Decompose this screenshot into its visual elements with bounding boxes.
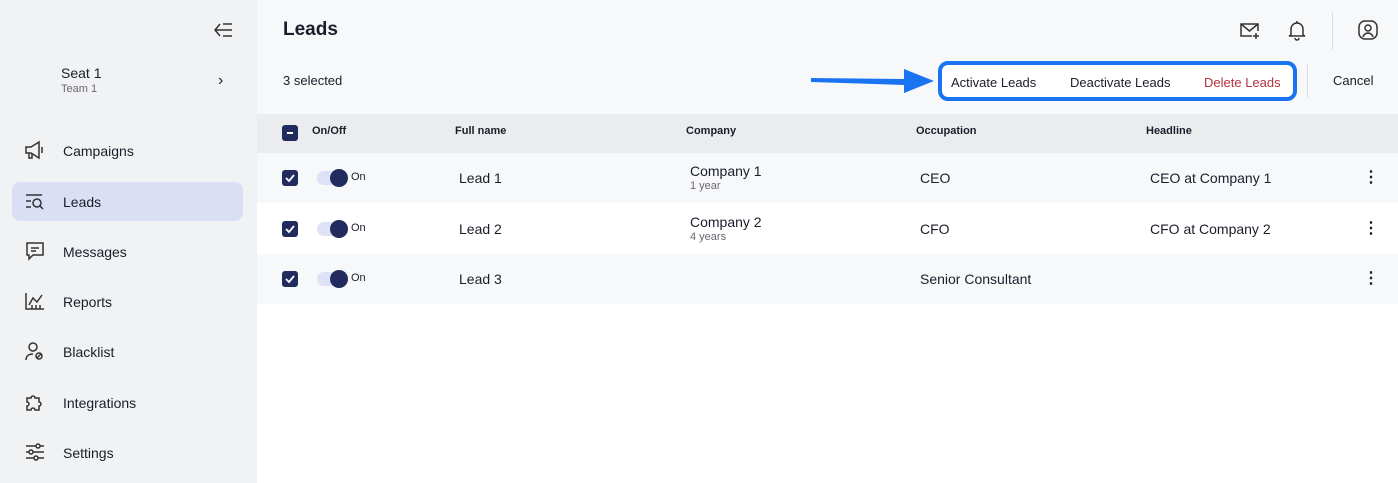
table-row[interactable]: On Lead 1 Company 1 1 year CEO CEO at Co…: [257, 153, 1398, 203]
chart-icon: [25, 293, 44, 310]
sidebar-item-messages[interactable]: Messages: [12, 232, 243, 271]
divider: [1332, 12, 1333, 50]
company-tenure: 4 years: [690, 231, 727, 243]
status-label: On: [351, 171, 366, 183]
seat-selector[interactable]: Seat 1 Team 1: [61, 65, 101, 95]
chevron-right-icon[interactable]: ›: [218, 72, 224, 89]
team-name: Team 1: [61, 83, 98, 95]
sidebar-item-blacklist[interactable]: Blacklist: [12, 332, 243, 371]
seat-name: Seat 1: [61, 65, 102, 81]
headline: CFO at Company 2: [1150, 221, 1271, 237]
row-checkbox[interactable]: [282, 221, 298, 237]
sidebar-item-label: Settings: [63, 444, 114, 461]
divider: [1307, 64, 1308, 98]
page-title: Leads: [283, 19, 338, 40]
sidebar-item-settings[interactable]: Settings: [12, 433, 243, 472]
sidebar-item-label: Integrations: [63, 394, 137, 411]
bulk-actions-group: Activate Leads Deactivate Leads Delete L…: [938, 61, 1297, 101]
mail-plus-icon[interactable]: [1239, 21, 1261, 46]
delete-leads-button[interactable]: Delete Leads: [1204, 75, 1281, 90]
sidebar-item-label: Blacklist: [63, 343, 115, 360]
selected-count: 3 selected: [283, 73, 343, 88]
puzzle-icon: [26, 395, 42, 411]
bell-icon[interactable]: [1287, 20, 1307, 46]
sidebar: Seat 1 Team 1 › Campaigns Leads Messages…: [0, 0, 257, 483]
leads-search-icon: [26, 194, 44, 210]
deactivate-leads-button[interactable]: Deactivate Leads: [1070, 75, 1171, 90]
sidebar-item-campaigns[interactable]: Campaigns: [12, 131, 243, 170]
more-options-icon[interactable]: ⋮: [1363, 220, 1379, 237]
status-label: On: [351, 222, 366, 234]
megaphone-icon: [25, 140, 43, 160]
message-icon: [26, 242, 44, 261]
company-tenure: 1 year: [690, 180, 721, 192]
table-row[interactable]: On Lead 2 Company 2 4 years CFO CFO at C…: [257, 204, 1398, 254]
cancel-button[interactable]: Cancel: [1333, 73, 1374, 88]
status-toggle[interactable]: [317, 220, 348, 238]
main-content: Leads 3 selected Activate Leads Deactiva…: [257, 0, 1398, 483]
select-all-checkbox[interactable]: [282, 125, 298, 141]
sidebar-item-label: Leads: [63, 193, 102, 210]
row-checkbox[interactable]: [282, 170, 298, 186]
user-icon[interactable]: [1358, 20, 1378, 45]
sidebar-item-label: Campaigns: [63, 142, 134, 159]
more-options-icon[interactable]: ⋮: [1363, 270, 1379, 287]
sidebar-item-reports[interactable]: Reports: [12, 282, 243, 321]
status-toggle[interactable]: [317, 169, 348, 187]
lead-name[interactable]: Lead 3: [459, 271, 502, 287]
sidebar-item-label: Messages: [63, 243, 127, 260]
more-options-icon[interactable]: ⋮: [1363, 169, 1379, 186]
table-row[interactable]: On Lead 3 Senior Consultant ⋮: [257, 254, 1398, 304]
table-header: On/Off Full name Company Occupation Head…: [257, 114, 1398, 153]
sliders-icon: [26, 443, 44, 461]
company-name: Company 2: [690, 214, 762, 230]
column-header-onoff: On/Off: [312, 125, 347, 137]
sidebar-item-leads[interactable]: Leads: [12, 182, 243, 221]
column-header-occupation[interactable]: Occupation: [916, 125, 977, 137]
arrow-annotation-icon: [811, 69, 934, 93]
collapse-sidebar-icon[interactable]: [212, 20, 234, 40]
row-checkbox[interactable]: [282, 271, 298, 287]
company-name: Company 1: [690, 163, 762, 179]
header: Leads 3 selected Activate Leads Deactiva…: [257, 0, 1398, 114]
activate-leads-button[interactable]: Activate Leads: [951, 75, 1037, 90]
occupation: Senior Consultant: [920, 271, 1032, 287]
column-header-headline[interactable]: Headline: [1146, 125, 1192, 137]
column-header-company[interactable]: Company: [686, 125, 737, 137]
status-toggle[interactable]: [317, 270, 348, 288]
status-label: On: [351, 272, 366, 284]
lead-name[interactable]: Lead 2: [459, 221, 502, 237]
column-header-fullname[interactable]: Full name: [455, 125, 507, 137]
occupation: CFO: [920, 221, 950, 237]
lead-name[interactable]: Lead 1: [459, 170, 502, 186]
occupation: CEO: [920, 170, 951, 186]
user-block-icon: [25, 342, 43, 361]
sidebar-item-label: Reports: [63, 293, 113, 310]
sidebar-item-integrations[interactable]: Integrations: [12, 383, 243, 422]
headline: CEO at Company 1: [1150, 170, 1272, 186]
